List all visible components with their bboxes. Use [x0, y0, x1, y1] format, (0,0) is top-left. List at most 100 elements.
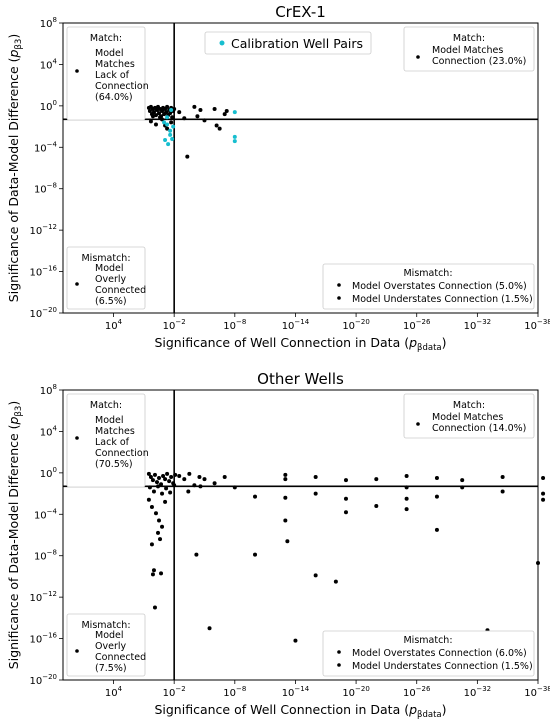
- data-point: [146, 471, 151, 476]
- tick-exponent: −12: [42, 223, 57, 231]
- data-point: [293, 638, 298, 643]
- tick-exponent: −2: [175, 685, 185, 693]
- annotation-line: Model: [95, 630, 124, 641]
- annotation-header: Mismatch:: [81, 253, 130, 264]
- data-point: [153, 511, 158, 516]
- tick-exponent: −8: [236, 685, 246, 693]
- annotation-header: Match:: [90, 33, 122, 44]
- tick-base: 10: [29, 268, 42, 279]
- data-point: [170, 115, 175, 120]
- y-tick-label: 100: [40, 466, 57, 480]
- tick-base: 10: [40, 19, 53, 30]
- data-point: [541, 476, 546, 481]
- tick-exponent: −20: [42, 673, 57, 681]
- annotation-header: Match:: [453, 33, 485, 44]
- tick-base: 10: [105, 688, 118, 699]
- data-point: [158, 537, 163, 542]
- annotation-bottom-left: Mismatch: Model Overly Connected (6.5%): [66, 246, 146, 310]
- tick-base: 10: [29, 635, 42, 646]
- tick-exponent: −26: [416, 685, 431, 693]
- data-point: [343, 510, 348, 515]
- calibration-point: [165, 115, 170, 120]
- data-point: [217, 126, 222, 131]
- x-tick-label: 10−2: [163, 318, 186, 332]
- x-tick-label: 10−32: [464, 318, 492, 332]
- y-tick-label: 10−20: [29, 673, 57, 687]
- data-point: [198, 484, 203, 489]
- tick-base: 10: [29, 226, 42, 237]
- data-point: [154, 480, 159, 485]
- annotation-marker: [337, 296, 341, 300]
- tick-exponent: 8: [53, 383, 57, 391]
- data-point: [232, 485, 237, 490]
- tick-exponent: −2: [175, 318, 185, 326]
- tick-exponent: 4: [53, 424, 58, 432]
- data-point: [151, 489, 156, 494]
- data-point: [343, 478, 348, 483]
- annotation-top-right: Match: Model Matches Connection (23.0%): [403, 26, 535, 72]
- data-point: [165, 104, 170, 109]
- data-point: [434, 527, 439, 532]
- annotation-line: Connected: [95, 652, 146, 663]
- calibration-point: [162, 120, 167, 125]
- data-point: [172, 106, 177, 111]
- tick-base: 10: [34, 143, 47, 154]
- tick-base: 10: [40, 427, 53, 438]
- tick-exponent: 0: [53, 466, 57, 474]
- data-point: [214, 123, 219, 128]
- annotation-box: [66, 26, 146, 121]
- annotation-marker: [416, 422, 420, 426]
- data-point: [148, 119, 153, 124]
- y-tick-label: 10−20: [29, 306, 57, 320]
- x-tick-label: 10−14: [282, 685, 310, 699]
- data-point: [151, 110, 156, 115]
- y-tick-label: 108: [40, 16, 57, 30]
- x-tick-label: 10−20: [342, 318, 370, 332]
- tick-base: 10: [163, 321, 176, 332]
- y-tick-label: 100: [40, 99, 57, 113]
- annotation-box: [66, 393, 146, 488]
- tick-base: 10: [105, 321, 118, 332]
- chart-title: Other Wells: [257, 370, 344, 388]
- data-point: [146, 497, 151, 502]
- x-tick-label: 10−8: [223, 685, 246, 699]
- data-point: [165, 471, 170, 476]
- y-tick-label: 104: [40, 424, 58, 438]
- data-point: [164, 486, 169, 491]
- data-point: [149, 505, 154, 510]
- tick-base: 10: [34, 185, 47, 196]
- calibration-point: [171, 124, 176, 129]
- x-tick-label: 10−8: [223, 318, 246, 332]
- data-point: [153, 113, 158, 118]
- data-point: [283, 472, 288, 477]
- tick-base: 10: [403, 321, 416, 332]
- data-point: [202, 118, 207, 123]
- calibration-point: [232, 110, 237, 115]
- x-tick-label: 104: [105, 318, 123, 332]
- data-point: [177, 473, 182, 478]
- data-point: [182, 116, 187, 121]
- annotation-line: (64.0%): [95, 92, 133, 103]
- annotation-line: Model Overstates Connection (5.0%): [352, 281, 527, 292]
- data-point: [198, 108, 203, 112]
- data-point: [404, 496, 409, 501]
- data-point: [147, 485, 152, 490]
- tick-base: 10: [163, 688, 176, 699]
- data-point: [404, 473, 409, 478]
- tick-exponent: −38: [537, 318, 550, 326]
- tick-exponent: −32: [476, 685, 491, 693]
- data-point: [163, 477, 168, 482]
- data-point: [161, 473, 166, 478]
- data-point: [156, 484, 160, 489]
- tick-exponent: 8: [53, 16, 57, 24]
- annotation-marker: [75, 436, 79, 440]
- tick-base: 10: [40, 102, 53, 113]
- data-point: [192, 104, 197, 109]
- x-axis-label: Significance of Well Connection in Data …: [154, 702, 446, 720]
- tick-base: 10: [34, 552, 47, 563]
- annotation-line: Overly: [95, 274, 126, 285]
- tick-exponent: −38: [537, 685, 550, 693]
- x-tick-label: 10−20: [342, 685, 370, 699]
- annotation-line: Connection: [95, 448, 149, 459]
